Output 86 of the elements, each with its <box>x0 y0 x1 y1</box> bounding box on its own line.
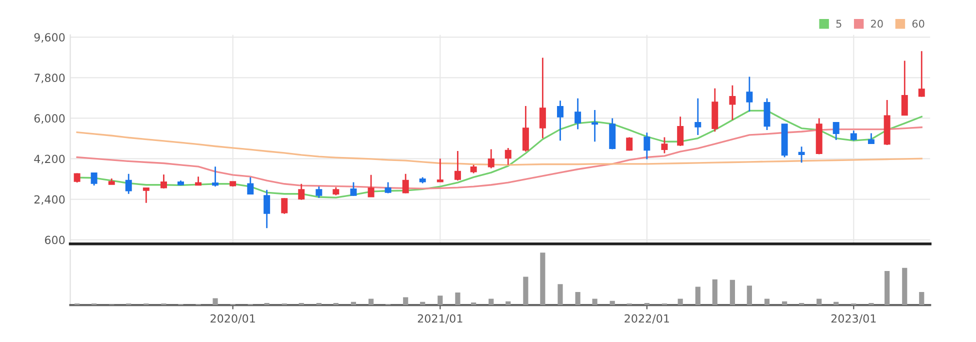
y-tick-label: 7,800 <box>34 74 65 84</box>
candlestick <box>436 158 444 182</box>
candlestick <box>918 50 925 98</box>
candlestick <box>677 116 684 147</box>
candlestick <box>402 173 409 194</box>
bar <box>523 276 528 306</box>
bar <box>902 268 908 306</box>
candlestick <box>247 176 254 196</box>
candlestick <box>798 146 805 164</box>
candlestick <box>901 60 908 116</box>
legend-label: 60 <box>912 20 924 28</box>
candlestick <box>212 166 219 188</box>
y-tick-label: 600 <box>44 236 65 244</box>
x-tick-label: 2021/01 <box>418 314 462 324</box>
bar <box>438 296 443 306</box>
legend-label: 20 <box>871 20 883 28</box>
y-tick-label: 4,200 <box>34 154 65 164</box>
x-tick-label: 2020/01 <box>210 314 255 324</box>
candlestick <box>764 98 770 131</box>
candlestick <box>368 174 374 198</box>
candlestick <box>298 183 305 201</box>
candlestick <box>488 148 494 169</box>
bar <box>558 284 563 306</box>
candlestick <box>142 188 150 204</box>
bar <box>746 286 752 306</box>
bar <box>695 286 700 306</box>
x-tick-label: 2022/01 <box>624 314 669 324</box>
candlestick <box>281 197 288 215</box>
candlestick <box>264 189 270 229</box>
bar <box>455 292 460 306</box>
candlestick <box>316 186 322 199</box>
bar <box>764 298 770 306</box>
candlestick <box>74 172 80 184</box>
candlestick <box>868 132 874 145</box>
bar <box>471 302 476 306</box>
bar <box>350 302 356 306</box>
candlestick <box>592 109 598 142</box>
bar <box>264 302 270 306</box>
candlestick <box>609 118 616 150</box>
candlestick <box>522 105 529 152</box>
candlestick <box>454 150 461 182</box>
candlestick <box>350 182 357 197</box>
bar <box>488 298 494 306</box>
bar <box>592 298 598 306</box>
bar <box>212 298 218 306</box>
candlestick <box>850 130 857 142</box>
bar <box>506 301 511 306</box>
bar <box>730 280 735 306</box>
bar <box>575 292 580 306</box>
bar <box>834 302 839 306</box>
candlestick <box>661 136 668 154</box>
bar <box>368 298 374 306</box>
bar <box>798 302 804 306</box>
y-tick-label: 2,400 <box>34 195 65 205</box>
bar <box>333 302 338 306</box>
bar <box>884 270 890 306</box>
y-tick-label: 6,000 <box>34 114 65 124</box>
candlestick <box>539 57 546 139</box>
candlestick <box>574 98 582 130</box>
candlestick <box>160 174 167 190</box>
x-tick-label: 2023/01 <box>831 314 876 324</box>
bar <box>610 300 615 306</box>
legend-label: 5 <box>836 20 842 28</box>
candlestick <box>644 132 650 160</box>
bar <box>868 302 874 306</box>
candlestick <box>832 122 840 141</box>
bar <box>919 292 924 306</box>
bar <box>420 302 426 306</box>
candlestick <box>504 147 512 166</box>
bar <box>298 302 304 306</box>
bar <box>712 279 718 306</box>
bar <box>316 302 322 306</box>
y-tick-label: 9,600 <box>34 33 65 43</box>
candlestick <box>694 98 702 136</box>
candlestick <box>729 84 736 121</box>
line-series <box>76 131 922 166</box>
bar <box>678 298 683 306</box>
candlestick <box>746 76 753 112</box>
bar <box>540 252 546 306</box>
bar <box>403 297 408 306</box>
bar <box>816 298 822 306</box>
candlestick <box>125 173 132 195</box>
bar <box>644 302 650 306</box>
candlestick <box>90 172 98 186</box>
bar <box>782 301 788 306</box>
candlestick <box>557 100 564 142</box>
